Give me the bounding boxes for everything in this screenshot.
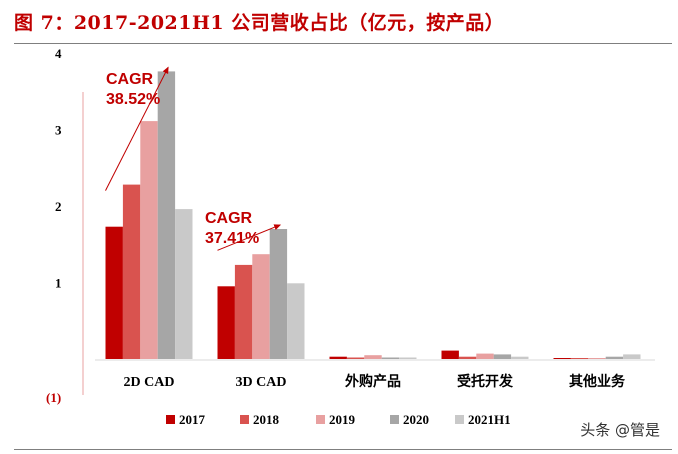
- bar: [234, 264, 253, 359]
- bar: [175, 209, 193, 359]
- chart-title: 图 7：2017-2021H1 公司营收占比（亿元，按产品）: [14, 12, 505, 34]
- legend-swatch: [316, 415, 325, 424]
- bar: [105, 226, 123, 359]
- legend-label: 2021H1: [468, 412, 511, 427]
- bar: [605, 356, 624, 359]
- legend-swatch: [455, 415, 464, 424]
- legend-swatch: [240, 415, 249, 424]
- bar: [287, 283, 305, 359]
- category-label: 外购产品: [345, 373, 401, 390]
- category-label: 2D CAD: [124, 375, 175, 390]
- title-divider: [14, 43, 672, 44]
- bar: [140, 121, 158, 359]
- bar: [458, 356, 477, 359]
- bar: [329, 356, 347, 359]
- bar: [493, 354, 512, 359]
- cagr-label: CAGR: [205, 210, 253, 227]
- bar: [511, 356, 529, 359]
- cagr-label: CAGR: [106, 71, 154, 88]
- bar: [122, 184, 141, 359]
- cagr-value: 37.41%: [205, 230, 259, 247]
- legend-swatch: [166, 415, 175, 424]
- cagr-arrow: [217, 224, 282, 251]
- y-tick-label: 2: [55, 199, 62, 214]
- cagr-arrow: [105, 66, 169, 191]
- bar: [217, 286, 235, 359]
- category-label: 3D CAD: [236, 375, 287, 390]
- bar: [441, 350, 459, 359]
- y-tick-label: 1: [55, 276, 62, 291]
- legend-label: 2019: [329, 412, 356, 427]
- category-label: 其他业务: [569, 373, 626, 390]
- y-tick-label: (1): [46, 390, 61, 405]
- legend-label: 2018: [253, 412, 280, 427]
- watermark: 头条 @管是: [580, 421, 660, 439]
- legend-swatch: [390, 415, 399, 424]
- bar: [553, 358, 571, 359]
- footer-divider: [14, 449, 672, 450]
- y-tick-label: 4: [55, 46, 62, 61]
- bar: [623, 354, 641, 359]
- bar: [570, 358, 589, 359]
- category-label: 受托开发: [457, 373, 514, 390]
- legend-label: 2017: [179, 412, 206, 427]
- legend-label: 2020: [403, 412, 429, 427]
- cagr-value: 38.52%: [106, 91, 160, 108]
- y-tick-label: 3: [55, 123, 62, 138]
- bar: [476, 353, 494, 359]
- bar: [588, 358, 606, 359]
- bar: [252, 254, 270, 359]
- bar: [269, 229, 288, 359]
- bar: [157, 71, 176, 360]
- bar: [364, 355, 382, 359]
- bar: [399, 357, 417, 359]
- bar: [346, 357, 365, 359]
- bar: [381, 357, 400, 359]
